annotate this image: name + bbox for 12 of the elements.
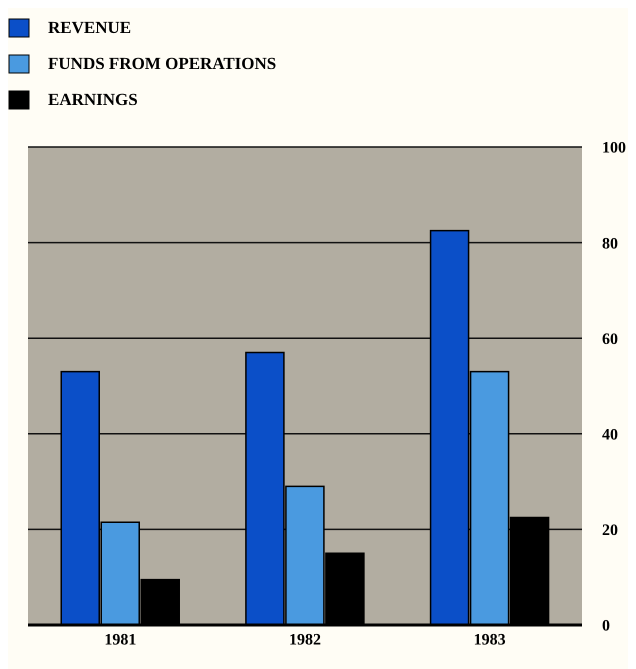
x-tick-label: 1981 [104,631,136,648]
legend-label: FUNDS FROM OPERATIONS [48,54,276,74]
legend-label: REVENUE [48,18,132,38]
y-tick-label: 40 [602,426,618,444]
y-tick-label: 0 [602,618,610,635]
y-tick-label: 60 [602,330,618,348]
y-tick-label: 80 [602,235,618,252]
x-tick-label: 1983 [474,631,506,648]
legend-label: EARNINGS [48,90,138,110]
x-tick-label: 1982 [289,631,321,648]
y-tick-label: 100 [602,140,626,157]
y-tick-label: 20 [602,522,618,540]
